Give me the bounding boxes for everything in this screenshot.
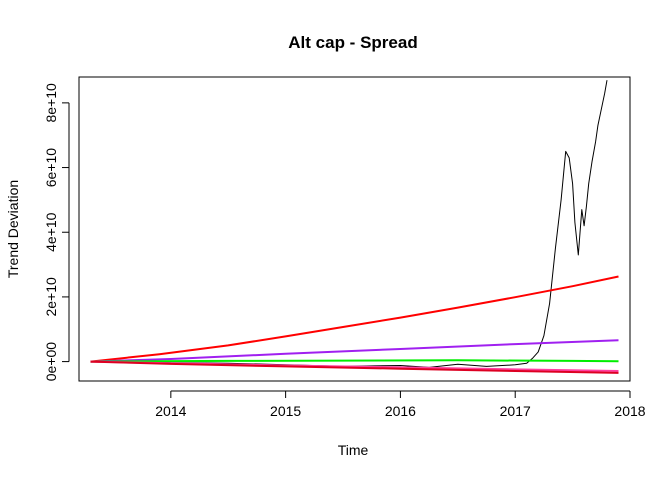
x-tick-label-4: 2018 — [614, 403, 645, 419]
plot-frame — [78, 76, 631, 382]
y-tick-label-3: 6e+10 — [43, 148, 59, 188]
y-tick-label-1: 2e+10 — [43, 277, 59, 317]
x-tick-label-1: 2015 — [270, 403, 301, 419]
series-line-0 — [90, 80, 608, 368]
y-tick-label-2: 4e+10 — [43, 212, 59, 252]
y-tick-label-4: 8e+10 — [43, 83, 59, 123]
y-axis-label: Trend Deviation — [5, 180, 21, 278]
axes-layer: 2014 2015 2016 2017 2018 0e+00 2e+10 4e+10 6e+10… — [43, 83, 646, 419]
x-axis-label: Time — [338, 442, 369, 458]
series-line-2 — [90, 339, 619, 363]
series-line-3 — [90, 359, 619, 363]
series-line-5 — [90, 360, 619, 374]
series-layer — [90, 80, 619, 374]
series-line-1 — [90, 275, 619, 363]
x-tick-label-3: 2017 — [500, 403, 531, 419]
y-tick-label-0: 0e+00 — [43, 342, 59, 382]
chart-title: Alt cap - Spread — [288, 33, 417, 52]
x-tick-label-2: 2016 — [385, 403, 416, 419]
x-tick-label-0: 2014 — [155, 403, 186, 419]
